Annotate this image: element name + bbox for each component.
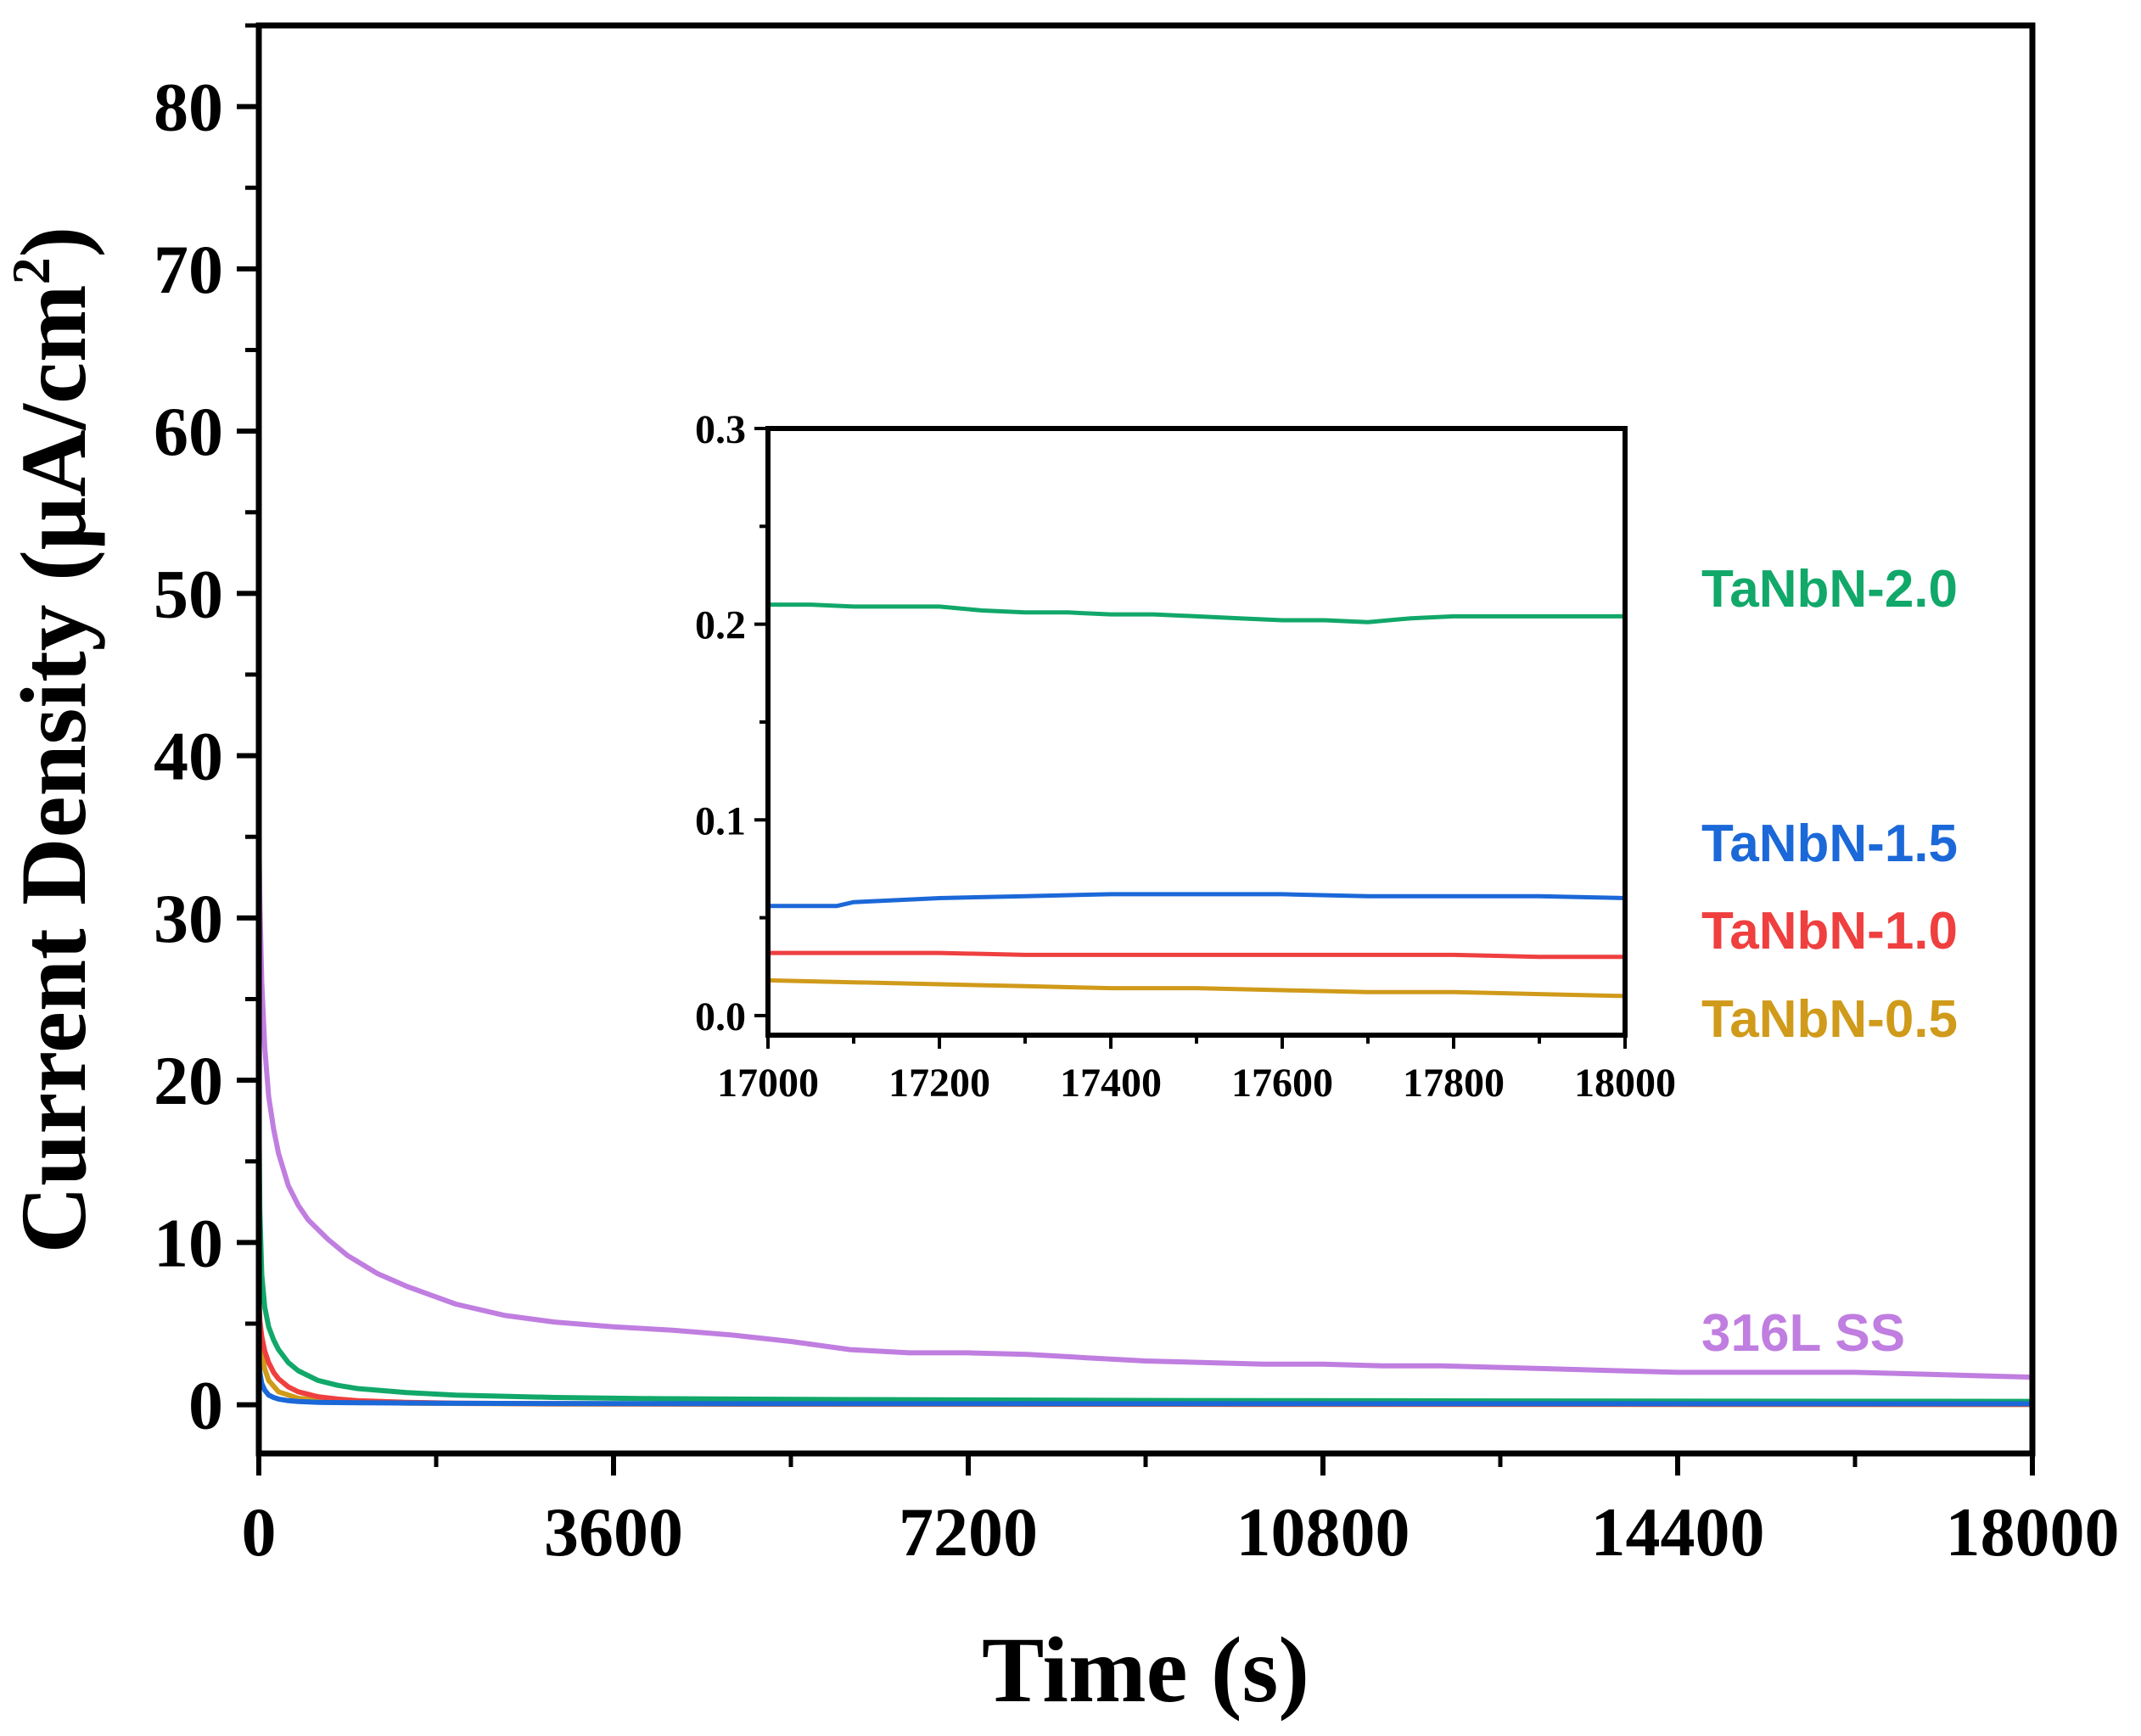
y-tick-label-40: 40 — [154, 718, 223, 795]
y-tick-label-20: 20 — [154, 1042, 223, 1119]
inset-y-tick-label-3: 0.3 — [695, 407, 746, 452]
y-tick-label-80: 80 — [154, 69, 223, 146]
inset-line-tanbn-2-0 — [768, 602, 1625, 624]
y-axis-title-main: Current Density (μA/cm — [2, 284, 105, 1253]
inset-ticks: 17000 17200 17400 17600 17800 18000 0.0 0.1 0.2 0… — [695, 407, 1676, 1106]
x-tick-label-7200: 7200 — [899, 1493, 1038, 1571]
x-tick-label-3600: 3600 — [544, 1493, 683, 1571]
series-labels: TaNbN-2.0 TaNbN-1.5 TaNbN-1.0 TaNbN-0.5 … — [1701, 560, 1958, 1363]
y-axis-title-close: ) — [2, 227, 105, 258]
label-tanbn-2-0: TaNbN-2.0 — [1701, 560, 1958, 619]
y-tick-label-50: 50 — [154, 555, 223, 632]
y-tick-label-30: 30 — [154, 880, 223, 957]
main-line-tanbn-1-5 — [256, 1353, 2035, 1407]
x-tick-label-18000: 18000 — [1946, 1493, 2120, 1571]
inset-background — [768, 428, 1625, 1035]
main-line-tanbn-2-0 — [256, 1094, 2035, 1404]
y-tick-label-0: 0 — [188, 1367, 223, 1444]
label-316l-ss: 316L SS — [1701, 1304, 1905, 1363]
y-tick-label-60: 60 — [154, 393, 223, 470]
label-tanbn-0-5: TaNbN-0.5 — [1701, 990, 1958, 1049]
x-tick-label-0: 0 — [242, 1493, 277, 1571]
inset-series-group — [767, 602, 1626, 999]
inset-y-tick-label-0: 0.0 — [695, 994, 746, 1039]
inset-x-tick-label-17400: 17400 — [1060, 1061, 1162, 1106]
main-line-316l-ss — [256, 818, 2035, 1380]
inset-y-tick-label-1: 0.1 — [695, 798, 746, 843]
inset-line-tanbn-1-0 — [768, 950, 1625, 960]
inset-plot: 17000 17200 17400 17600 17800 18000 0.0 0.1 0.2 0… — [695, 407, 1676, 1106]
label-tanbn-1-5: TaNbN-1.5 — [1701, 815, 1958, 873]
inset-x-tick-label-17600: 17600 — [1231, 1061, 1333, 1106]
inset-x-tick-label-17000: 17000 — [717, 1061, 819, 1106]
label-tanbn-1-0: TaNbN-1.0 — [1701, 902, 1958, 960]
inset-line-tanbn-0-5 — [767, 977, 1626, 999]
y-axis-title: Current Density (μA/cm2) — [1, 227, 105, 1253]
inset-line-tanbn-1-5 — [768, 892, 1626, 909]
x-tick-label-14400: 14400 — [1591, 1493, 1765, 1571]
inset-x-tick-label-17800: 17800 — [1403, 1061, 1505, 1106]
x-axis-title: Time (s) — [982, 1618, 1309, 1722]
inset-y-tick-label-2: 0.2 — [695, 603, 746, 648]
main-plot-area: 0 3600 7200 10800 14400 18000 0 10 20 30 40 50 60 70 8… — [154, 22, 2120, 1571]
main-ticks: 0 3600 7200 10800 14400 18000 0 10 20 30 40 50 60 70 8… — [154, 23, 2120, 1571]
y-axis-title-superscript: 2 — [1, 257, 61, 284]
inset-x-tick-label-17200: 17200 — [888, 1061, 990, 1106]
y-tick-label-10: 10 — [154, 1204, 223, 1281]
inset-x-tick-label-18000: 18000 — [1574, 1061, 1676, 1106]
y-tick-label-70: 70 — [154, 231, 223, 308]
x-tick-label-10800: 10800 — [1236, 1493, 1410, 1571]
